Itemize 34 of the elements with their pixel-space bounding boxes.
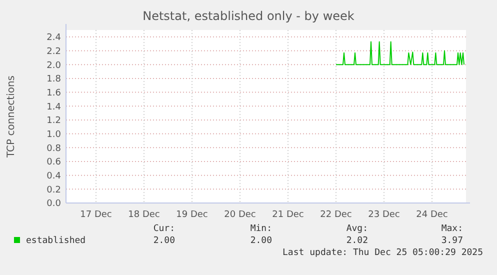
y-tick-label: 1.0 bbox=[46, 130, 62, 140]
y-tick-label: 1.2 bbox=[46, 116, 61, 126]
x-tick-label: 18 Dec bbox=[128, 210, 160, 220]
legend-label: established bbox=[26, 236, 86, 246]
chart-title: Netstat, established only - by week bbox=[142, 9, 354, 23]
text: 3.97 bbox=[441, 236, 463, 246]
x-tick-label: 24 Dec bbox=[416, 210, 448, 220]
text: 2.02 bbox=[346, 236, 368, 246]
text: Avg: bbox=[346, 224, 368, 234]
text: Last update: Thu Dec 25 05:00:29 2025 bbox=[282, 248, 483, 258]
text: 2.00 bbox=[153, 236, 175, 246]
y-tick-label: 1.4 bbox=[46, 102, 62, 112]
y-tick-label: 2.0 bbox=[46, 60, 62, 71]
text: Max: bbox=[441, 224, 463, 234]
y-tick-label: 2.4 bbox=[46, 33, 62, 44]
y-tick-label: 0.8 bbox=[46, 144, 62, 154]
y-tick-label: 1.6 bbox=[46, 88, 62, 98]
text: 2.00 bbox=[250, 236, 272, 246]
x-tick-label: 21 Dec bbox=[272, 210, 304, 220]
y-tick-label: 0.2 bbox=[46, 185, 61, 196]
text: Min: bbox=[250, 224, 272, 234]
y-tick-label: 0.6 bbox=[46, 158, 62, 168]
y-tick-label: 1.8 bbox=[46, 74, 62, 85]
y-tick-label: 0.4 bbox=[46, 171, 62, 182]
x-tick-label: 23 Dec bbox=[368, 210, 400, 220]
text: Cur: bbox=[153, 224, 175, 234]
y-tick-label: 2.2 bbox=[46, 46, 61, 57]
line-series bbox=[336, 41, 464, 66]
x-tick-label: 17 Dec bbox=[80, 210, 112, 220]
x-tick-label: 20 Dec bbox=[224, 210, 256, 220]
y-tick-label: 0.0 bbox=[46, 199, 62, 210]
y-axis-title: TCP connections bbox=[6, 75, 17, 159]
x-tick-label: 19 Dec bbox=[176, 210, 208, 220]
x-tick-label: 22 Dec bbox=[320, 210, 352, 220]
